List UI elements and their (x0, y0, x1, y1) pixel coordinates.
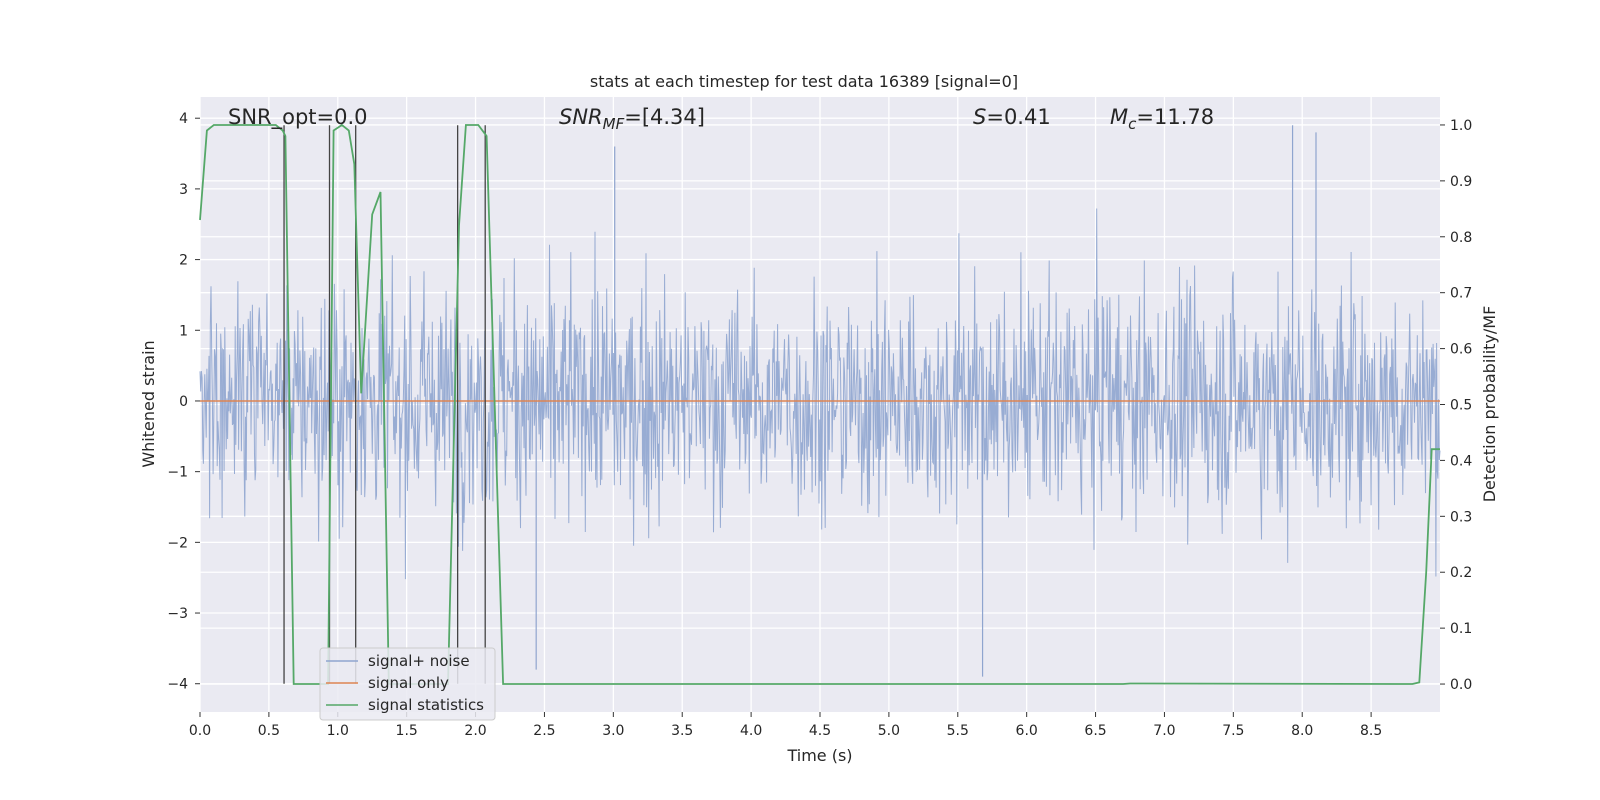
x-tick-label: 4.0 (740, 723, 762, 739)
x-tick-label: 4.5 (809, 723, 831, 739)
y-right-tick-label: 0.6 (1450, 342, 1472, 358)
y-tick-label: 4 (179, 111, 188, 127)
y-right-tick-label: 1.0 (1450, 118, 1472, 134)
x-axis-label: Time (s) (786, 746, 852, 765)
y-right-tick-label: 0.5 (1450, 398, 1472, 414)
legend: signal+ noise signal only signal statist… (319, 647, 496, 721)
annotation-snr-mf: SNRMF=[4.34] (559, 105, 705, 133)
y-tick-label: 1 (179, 323, 188, 339)
x-tick-label: 2.0 (464, 723, 486, 739)
annotation-mc-value: =11.78 (1136, 105, 1214, 129)
x-tick-label: 1.5 (396, 723, 418, 739)
series-signal-noise (199, 125, 1441, 677)
y-right-tick-label: 0.7 (1450, 286, 1472, 302)
series-signal-statistics (199, 123, 1440, 685)
legend-label-signal-noise: signal+ noise (368, 652, 470, 670)
x-tick-label: 0.0 (189, 723, 211, 739)
x-tick-label: 8.5 (1360, 723, 1382, 739)
y-right-tick-label: 0.0 (1450, 677, 1472, 693)
y-axis-label-left: Whitened strain (139, 340, 158, 467)
y-right-tick-label: 0.1 (1450, 621, 1472, 637)
annotation-mc: Mc=11.78 (1110, 105, 1214, 133)
y-tick-label: −1 (167, 465, 188, 481)
y-axis-ticks-left: 4 3 2 1 0 −1 −2 −3 −4 (167, 111, 200, 693)
legend-box (319, 647, 496, 721)
x-tick-label: 1.0 (327, 723, 349, 739)
y-tick-label: 2 (179, 253, 188, 269)
y-right-tick-label: 0.3 (1450, 509, 1472, 525)
x-tick-label: 7.5 (1222, 723, 1244, 739)
x-tick-label: 8.0 (1291, 723, 1313, 739)
x-tick-label: 0.5 (258, 723, 280, 739)
x-tick-label: 5.5 (947, 723, 969, 739)
y-tick-label: −2 (167, 535, 188, 551)
y-tick-label: 3 (179, 182, 188, 198)
x-tick-label: 3.5 (671, 723, 693, 739)
annotation-s: S=0.41 (973, 105, 1051, 129)
signal-statistics-line (199, 123, 1440, 685)
annotation-snr-opt: SNR_opt=0.0 (228, 105, 368, 130)
x-tick-label: 7.0 (1153, 723, 1175, 739)
annotation-s-value: =0.41 (986, 105, 1050, 129)
y-axis-ticks-right: 1.0 0.9 0.8 0.7 0.6 0.5 0.4 0.3 0.2 0.1 0.0 (1440, 118, 1472, 693)
annotation-snr-mf-label: SNR (559, 105, 603, 129)
x-tick-label: 6.5 (1084, 723, 1106, 739)
annotation-mc-sub: c (1128, 115, 1137, 133)
x-tick-label: 5.0 (878, 723, 900, 739)
y-tick-label: 0 (179, 394, 188, 410)
y-tick-label: −4 (167, 677, 188, 693)
annotation-mc-label: M (1110, 105, 1128, 129)
chart-title: stats at each timestep for test data 163… (590, 72, 1018, 91)
y-axis-label-right: Detection probability/MF (1480, 306, 1499, 503)
y-right-tick-label: 0.2 (1450, 565, 1472, 581)
x-tick-label: 6.0 (1016, 723, 1038, 739)
annotation-s-label: S (973, 105, 986, 129)
x-axis-ticks: 0.0 0.5 1.0 1.5 2.0 2.5 3.0 3.5 4.0 4.5 5.0 5.5 6.0 6… (189, 712, 1382, 739)
vertical-markers (283, 125, 486, 684)
legend-label-signal-only: signal only (368, 674, 449, 692)
plot-area (199, 97, 1441, 712)
x-tick-label: 2.5 (533, 723, 555, 739)
y-right-tick-label: 0.9 (1450, 174, 1472, 190)
signal-noise-line (199, 208, 1441, 580)
y-right-tick-label: 0.4 (1450, 453, 1472, 469)
annotation-snr-mf-value: =[4.34] (624, 105, 705, 129)
annotation-snr-mf-sub: MF (603, 115, 625, 133)
x-tick-label: 3.0 (602, 723, 624, 739)
y-right-tick-label: 0.8 (1450, 230, 1472, 246)
y-tick-label: −3 (167, 606, 188, 622)
legend-label-signal-statistics: signal statistics (368, 696, 484, 714)
